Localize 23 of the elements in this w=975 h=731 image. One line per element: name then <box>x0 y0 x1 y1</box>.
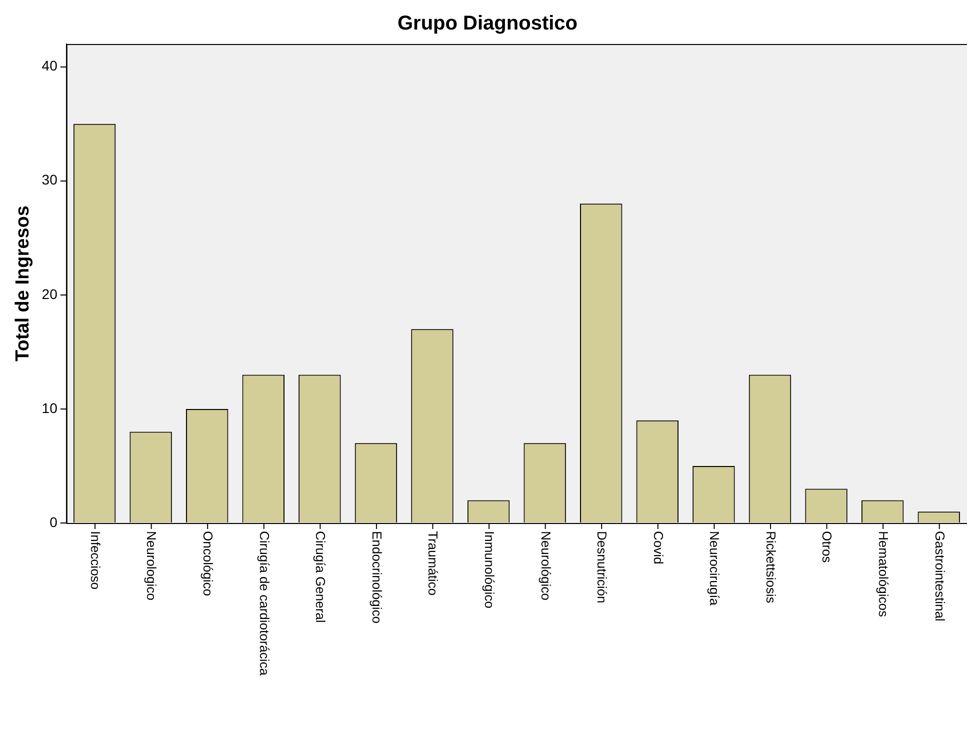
y-tick-label: 10 <box>42 400 58 416</box>
x-tick-label: Hematológicos <box>876 531 891 618</box>
x-tick-label: Otros <box>820 531 835 564</box>
x-tick-label: Gastrointestinal <box>932 531 948 622</box>
x-tick-label: Traumático <box>426 531 441 596</box>
y-tick-label: 40 <box>42 58 58 74</box>
x-tick-label: Infeccioso <box>88 531 103 590</box>
x-tick-label: Inmunológico <box>482 531 497 608</box>
x-tick-label: Oncológico <box>200 531 216 596</box>
x-tick-label: Covid <box>650 531 666 564</box>
x-tick-label: Neurológico <box>538 531 554 600</box>
x-tick-label: Cirugía de cardiotorácica <box>256 531 272 676</box>
y-tick-label: 20 <box>42 286 58 302</box>
y-tick-label: 0 <box>50 514 58 530</box>
x-tick-label: Rickettsiosis <box>763 531 778 604</box>
x-tick-label: Neurocirugía <box>707 531 722 606</box>
y-axis-title: Total de Ingresos <box>12 206 34 362</box>
x-tick-label: Neurologico <box>144 531 160 600</box>
chart-title: Grupo Diagnostico <box>398 12 578 35</box>
x-tick-label: Desnutrición <box>594 531 610 604</box>
x-tick-label: Cirugía General <box>313 531 328 623</box>
y-tick-label: 30 <box>42 172 58 188</box>
x-tick-label: Endocrinológico <box>369 531 384 624</box>
